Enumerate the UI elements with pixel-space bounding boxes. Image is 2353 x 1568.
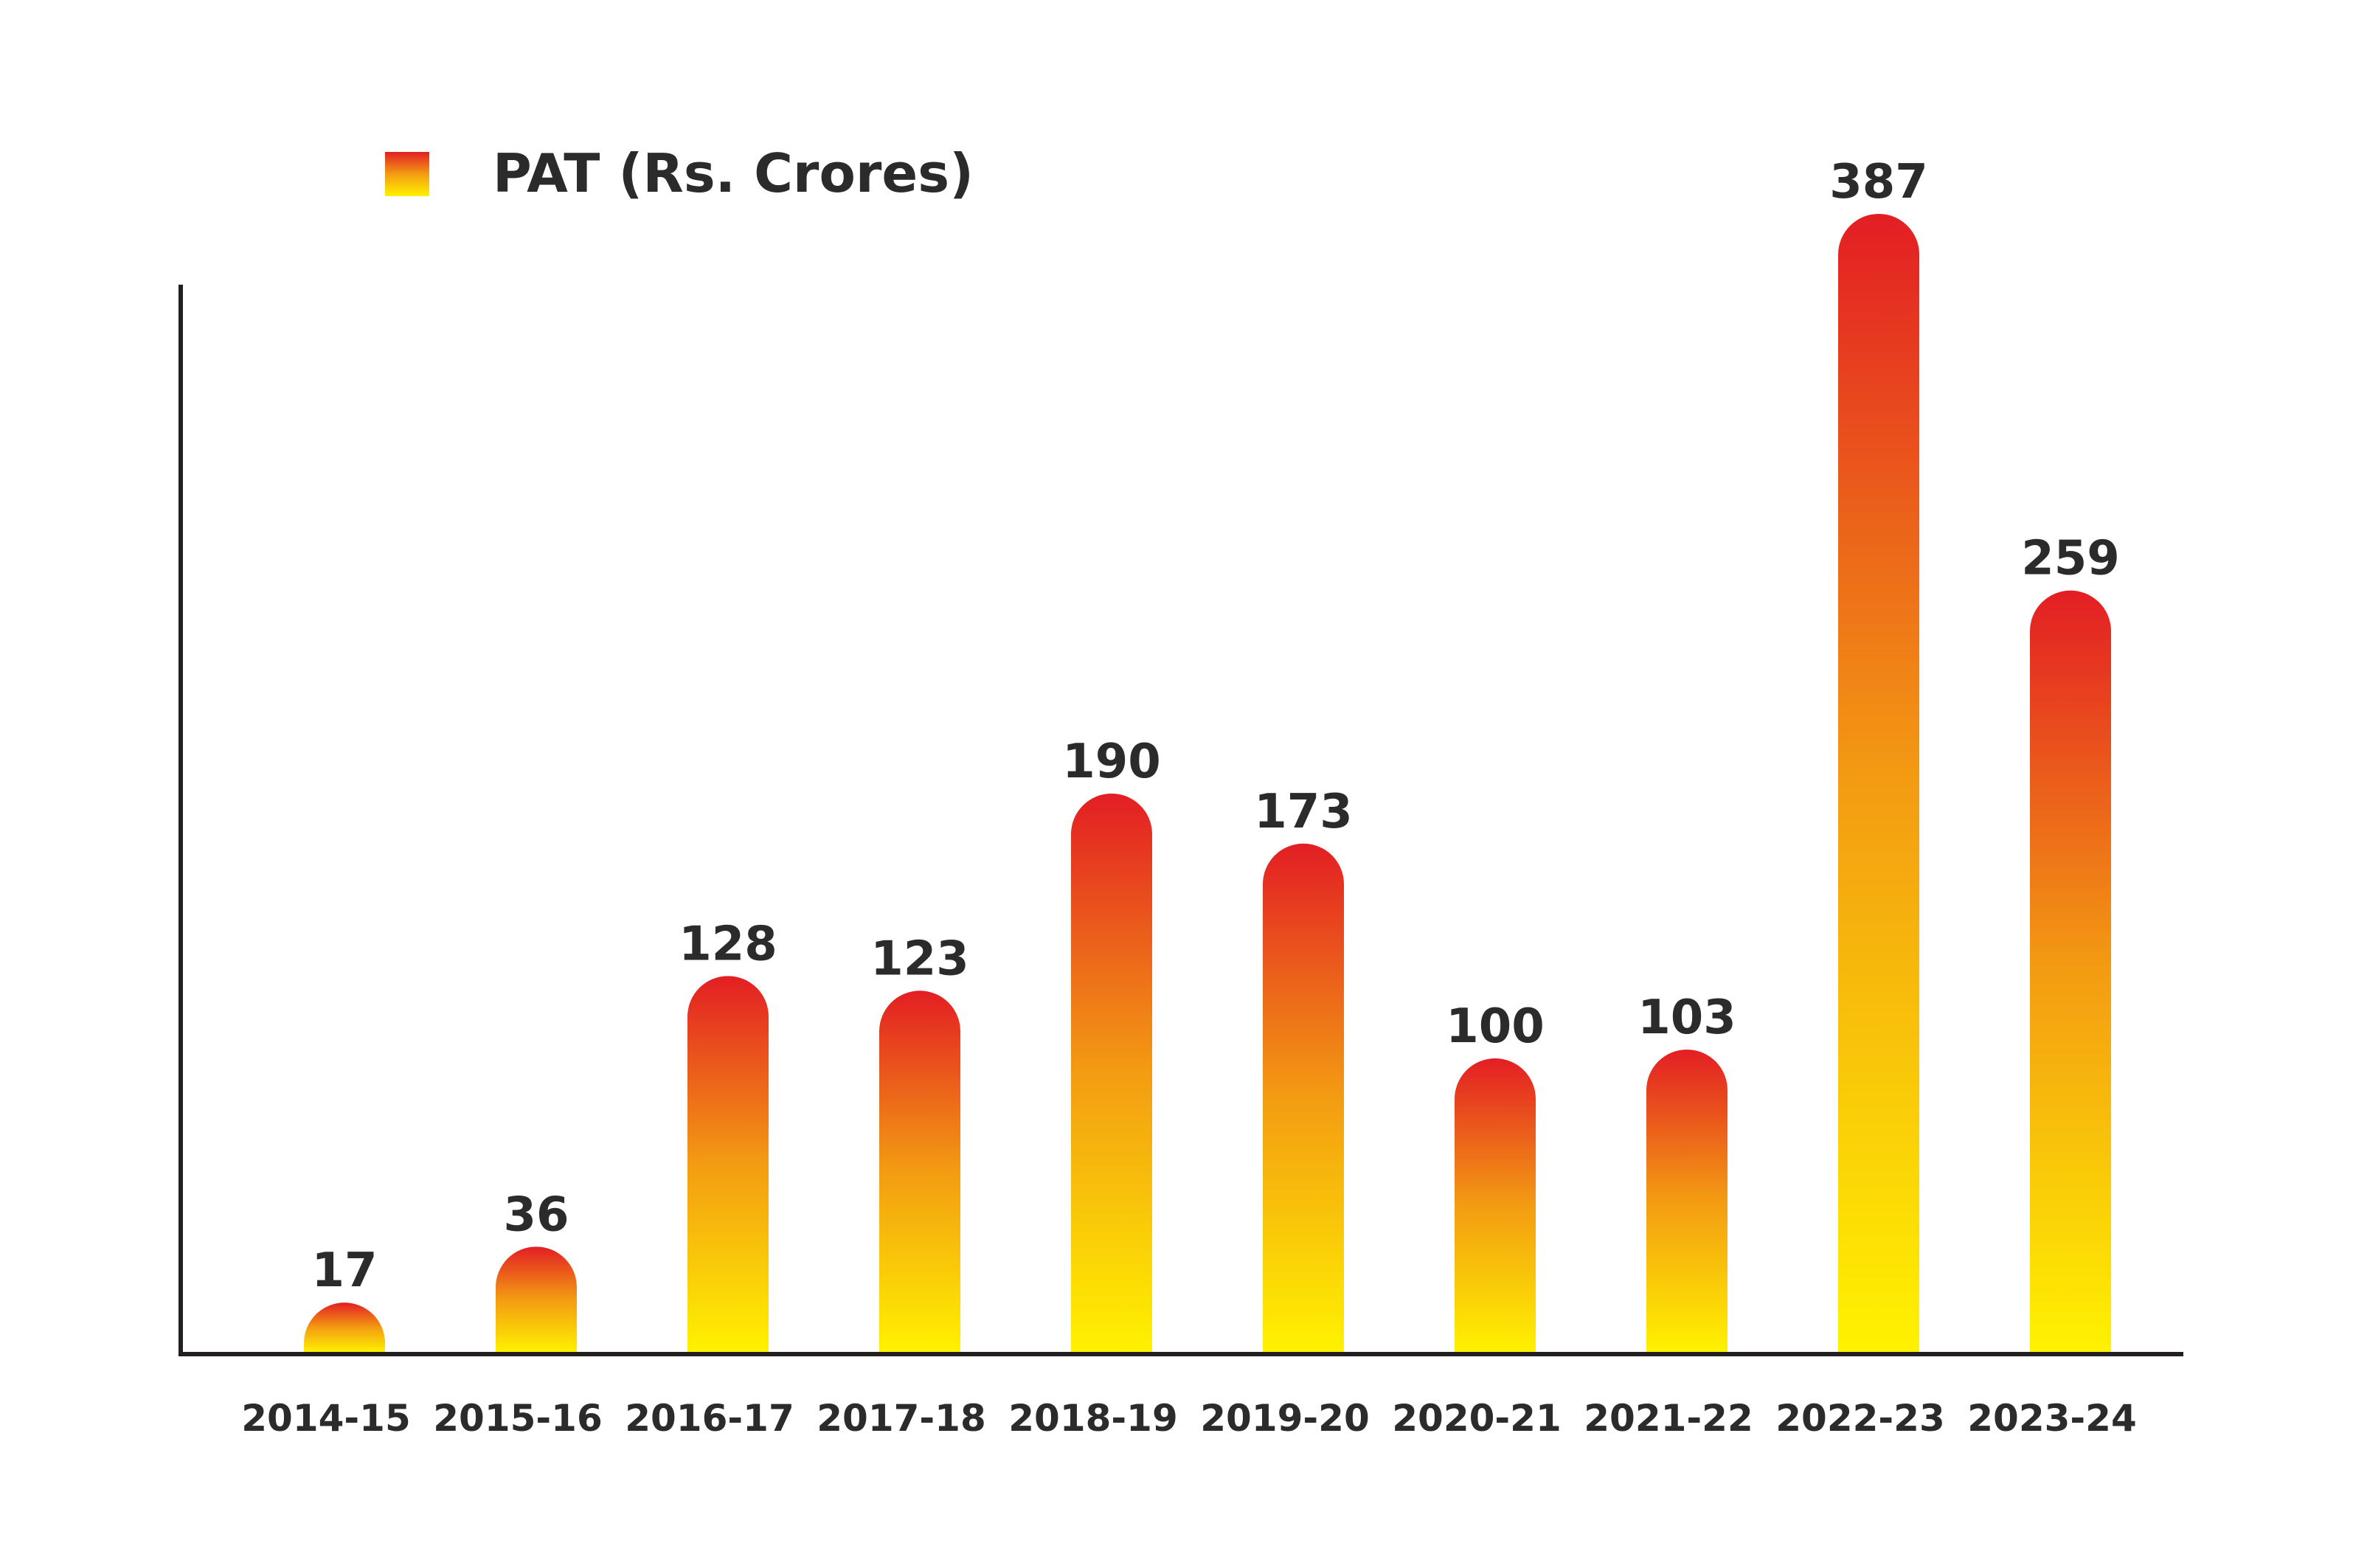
bar-2023-24 xyxy=(2030,590,2111,1353)
bar-2019-20 xyxy=(1263,843,1344,1353)
value-label-2015-16: 36 xyxy=(503,1187,569,1242)
bar-2020-21 xyxy=(1455,1058,1536,1353)
legend-label: PAT (Rs. Crores) xyxy=(493,142,974,204)
value-label-2021-22: 103 xyxy=(1638,991,1736,1045)
bar-2021-22 xyxy=(1646,1050,1728,1353)
category-label-2020-21: 2020-21 xyxy=(1392,1397,1562,1440)
category-label-2016-17: 2016-17 xyxy=(625,1397,794,1440)
category-label-2023-24: 2023-24 xyxy=(1967,1397,2137,1440)
value-label-2017-18: 123 xyxy=(870,932,969,986)
bar-2022-23 xyxy=(1838,214,1919,1353)
bar-2015-16 xyxy=(496,1246,577,1353)
bar-2017-18 xyxy=(879,991,960,1353)
value-label-2022-23: 387 xyxy=(1829,155,1928,209)
value-label-2018-19: 190 xyxy=(1062,735,1161,789)
category-label-2021-22: 2021-22 xyxy=(1584,1397,1753,1440)
legend-swatch xyxy=(385,152,429,196)
bar-2016-17 xyxy=(687,976,769,1353)
value-label-2014-15: 17 xyxy=(311,1243,377,1298)
value-label-2023-24: 259 xyxy=(2021,532,2120,586)
category-labels-group: 2014-15 2015-16 2016-17 2017-18 2018-19 2019-… xyxy=(241,1397,2137,1440)
category-label-2018-19: 2018-19 xyxy=(1008,1397,1178,1440)
value-label-2020-21: 100 xyxy=(1446,999,1545,1054)
category-label-2022-23: 2022-23 xyxy=(1775,1397,1945,1440)
bar-2018-19 xyxy=(1071,793,1152,1353)
value-labels-group: 17 36 128 123 190 173 100 103 387 259 xyxy=(311,155,2119,1298)
category-label-2014-15: 2014-15 xyxy=(241,1397,411,1440)
value-label-2016-17: 128 xyxy=(679,917,777,971)
category-label-2015-16: 2015-16 xyxy=(433,1397,603,1440)
category-label-2017-18: 2017-18 xyxy=(817,1397,986,1440)
bars-group xyxy=(304,214,2111,1353)
value-label-2019-20: 173 xyxy=(1254,785,1353,839)
category-label-2019-20: 2019-20 xyxy=(1200,1397,1370,1440)
legend: PAT (Rs. Crores) xyxy=(385,142,974,204)
bar-2014-15 xyxy=(304,1302,385,1353)
